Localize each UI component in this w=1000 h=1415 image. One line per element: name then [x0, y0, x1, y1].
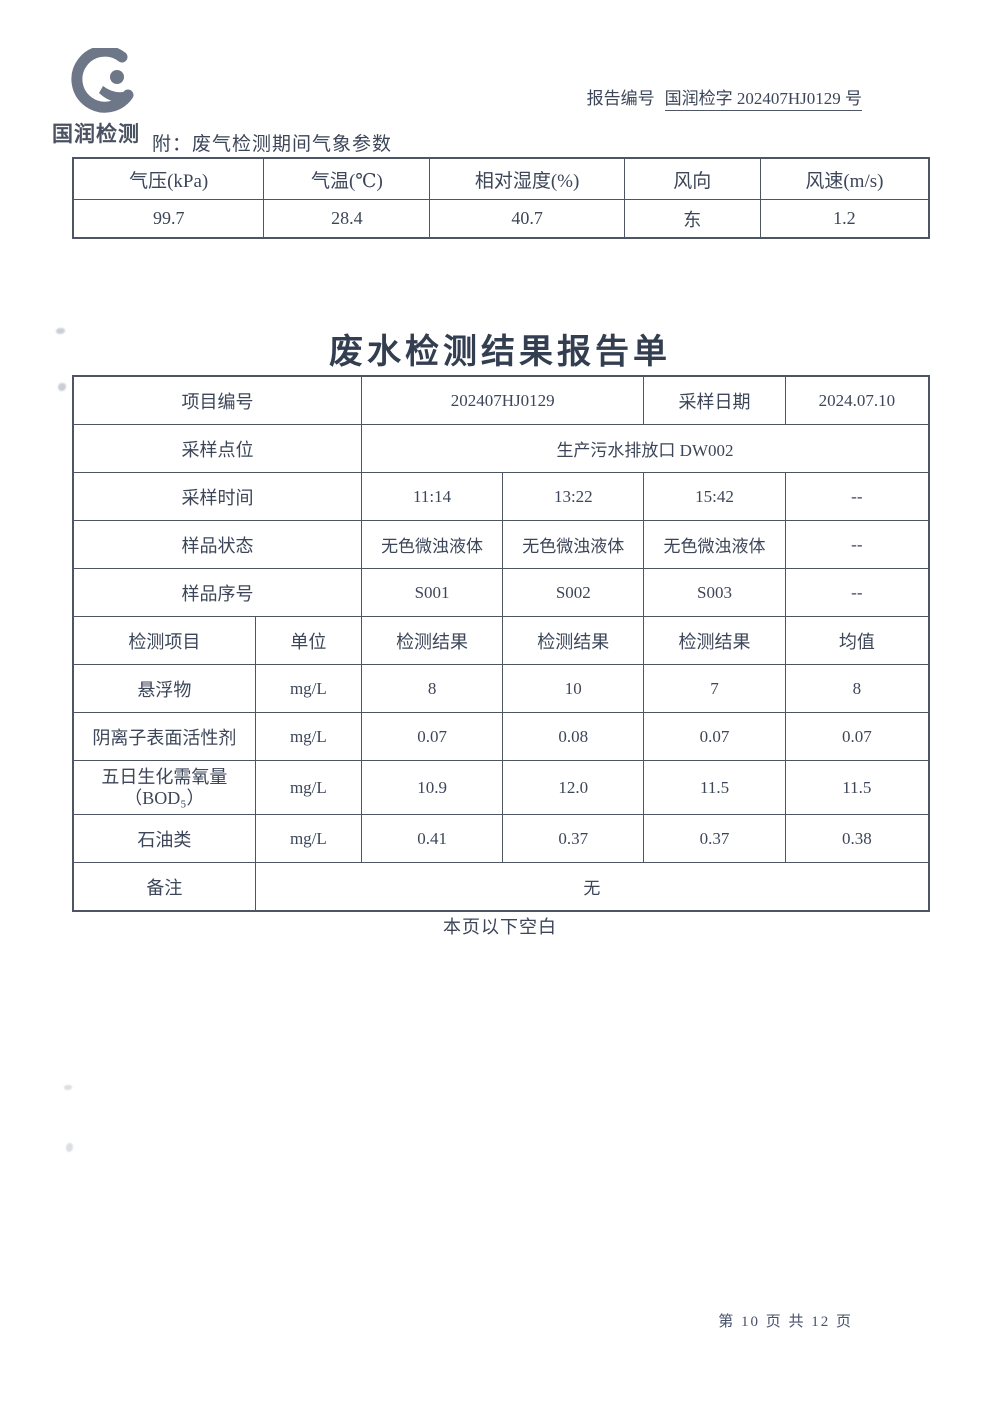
table-row-sample-state: 样品状态 无色微浊液体 无色微浊液体 无色微浊液体 -- [72, 520, 930, 569]
sample-no-1: S001 [360, 568, 504, 617]
result-value-avg: 11.5 [784, 760, 930, 815]
sample-no-label: 样品序号 [72, 568, 362, 617]
weather-table: 气压(kPa) 气温(℃) 相对湿度(%) 风向 风速(m/s) 99.7 28… [72, 157, 930, 239]
weather-value-pressure: 99.7 [72, 199, 265, 239]
weather-value-temperature: 28.4 [263, 199, 431, 239]
result-header-r1: 检测结果 [360, 616, 504, 665]
result-header-r2: 检测结果 [502, 616, 645, 665]
table-row-result-oil: 石油类 mg/L 0.41 0.37 0.37 0.38 [72, 814, 930, 863]
logo: 国润检测 [52, 48, 182, 148]
result-header-unit: 单位 [254, 616, 362, 665]
result-value-3: 0.07 [643, 712, 786, 761]
result-value-2: 12.0 [502, 760, 645, 815]
result-item-name: 悬浮物 [72, 664, 256, 713]
result-item-unit: mg/L [254, 664, 362, 713]
weather-header-pressure: 气压(kPa) [72, 157, 265, 200]
weather-value-humidity: 40.7 [429, 199, 625, 239]
result-item-name: 五日生化需氧量 （BOD₅） [72, 760, 256, 815]
project-no-value: 202407HJ0129 [360, 375, 645, 425]
logo-text: 国润检测 [52, 123, 140, 146]
result-value-1: 0.41 [360, 814, 504, 863]
sample-time-3: 15:42 [643, 472, 786, 521]
sample-no-3: S003 [643, 568, 786, 617]
report-number-label: 报告编号 [586, 89, 655, 108]
scan-artifact [66, 1143, 73, 1152]
sample-state-4: -- [784, 520, 930, 569]
weather-caption: 附：废气检测期间气象参数 [152, 134, 393, 155]
result-value-3: 11.5 [643, 760, 786, 815]
report-number: 报告编号 国润检字 202407HJ0129 号 [586, 84, 862, 111]
remark-value: 无 [254, 862, 930, 912]
result-item-unit: mg/L [254, 712, 362, 761]
page-number: 第 10 页 共 12 页 [718, 1314, 853, 1330]
result-item-unit: mg/L [254, 814, 362, 863]
sample-time-1: 11:14 [360, 472, 504, 521]
table-row-remark: 备注 无 [72, 862, 930, 912]
result-header-avg: 均值 [784, 616, 930, 665]
sample-date-value: 2024.07.10 [784, 375, 930, 425]
result-value-avg: 8 [784, 664, 930, 713]
sample-state-label: 样品状态 [72, 520, 362, 569]
sample-time-label: 采样时间 [72, 472, 362, 521]
result-item-name: 石油类 [72, 814, 256, 863]
weather-value-wind-direction: 东 [623, 199, 761, 239]
result-value-3: 7 [643, 664, 786, 713]
table-row-sample-time: 采样时间 11:14 13:22 15:42 -- [72, 472, 930, 521]
sample-point-label: 采样点位 [72, 424, 362, 473]
result-value-2: 0.08 [502, 712, 645, 761]
sample-state-2: 无色微浊液体 [502, 520, 645, 569]
sample-time-4: -- [784, 472, 930, 521]
table-row-sample-point: 采样点位 生产污水排放口 DW002 [72, 424, 930, 473]
result-value-1: 8 [360, 664, 504, 713]
table-row-result-ss: 悬浮物 mg/L 8 10 7 8 [72, 664, 930, 713]
table-row-result-las: 阴离子表面活性剂 mg/L 0.07 0.08 0.07 0.07 [72, 712, 930, 761]
sample-date-label: 采样日期 [643, 375, 786, 425]
result-item-name-line1: 五日生化需氧量 [101, 766, 228, 787]
result-value-avg: 0.38 [784, 814, 930, 863]
project-no-label: 项目编号 [72, 375, 362, 425]
result-value-3: 0.37 [643, 814, 786, 863]
result-value-avg: 0.07 [784, 712, 930, 761]
sample-state-3: 无色微浊液体 [643, 520, 786, 569]
weather-header-wind-speed: 风速(m/s) [759, 157, 930, 200]
table-row-sample-no: 样品序号 S001 S002 S003 -- [72, 568, 930, 617]
scan-artifact [64, 1085, 72, 1090]
weather-header-wind-direction: 风向 [623, 157, 761, 200]
table-row-result-bod: 五日生化需氧量 （BOD₅） mg/L 10.9 12.0 11.5 11.5 [72, 760, 930, 815]
sample-no-4: -- [784, 568, 930, 617]
result-value-1: 0.07 [360, 712, 504, 761]
result-value-2: 10 [502, 664, 645, 713]
table-row-result-header: 检测项目 单位 检测结果 检测结果 检测结果 均值 [72, 616, 930, 665]
result-value-2: 0.37 [502, 814, 645, 863]
remark-label: 备注 [72, 862, 256, 912]
weather-header-row: 气压(kPa) 气温(℃) 相对湿度(%) 风向 风速(m/s) [72, 157, 930, 200]
weather-header-temperature: 气温(℃) [263, 157, 431, 200]
scan-artifact [58, 383, 66, 391]
blank-note: 本页以下空白 [443, 917, 557, 937]
result-value-1: 10.9 [360, 760, 504, 815]
result-table: 项目编号 202407HJ0129 采样日期 2024.07.10 采样点位 生… [72, 375, 930, 912]
sample-state-1: 无色微浊液体 [360, 520, 504, 569]
result-item-name-line2: （BOD₅） [124, 787, 205, 808]
weather-value-row: 99.7 28.4 40.7 东 1.2 [72, 199, 930, 239]
page-title: 废水检测结果报告单 [329, 334, 671, 371]
table-row-project: 项目编号 202407HJ0129 采样日期 2024.07.10 [72, 375, 930, 425]
result-header-item: 检测项目 [72, 616, 256, 665]
result-header-r3: 检测结果 [643, 616, 786, 665]
result-item-unit: mg/L [254, 760, 362, 815]
scan-artifact [56, 328, 65, 334]
report-number-value: 国润检字 202407HJ0129 号 [664, 89, 862, 111]
sample-no-2: S002 [502, 568, 645, 617]
weather-header-humidity: 相对湿度(%) [429, 157, 625, 200]
logo-mark [71, 48, 134, 113]
sample-time-2: 13:22 [502, 472, 645, 521]
weather-value-wind-speed: 1.2 [759, 199, 930, 239]
sample-point-value: 生产污水排放口 DW002 [360, 424, 930, 473]
result-item-name: 阴离子表面活性剂 [72, 712, 256, 761]
